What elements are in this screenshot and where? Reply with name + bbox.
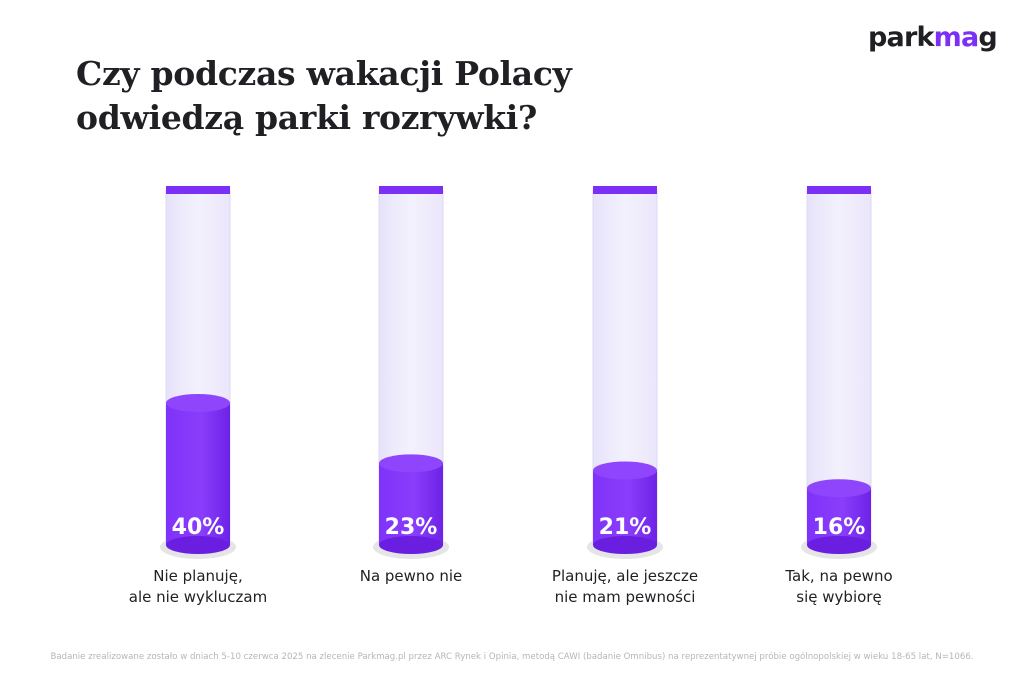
bar-value-label: 40%	[172, 515, 225, 540]
category-label-3: Planuję, ale jeszcze nie mam pewności	[525, 566, 725, 608]
bar-1: 40%	[160, 186, 236, 559]
logo-text-main: park	[868, 22, 934, 53]
category-label-2: Na pewno nie	[311, 566, 511, 587]
bar-fill	[379, 463, 443, 545]
bar-fill	[166, 403, 230, 545]
bar-2: 23%	[373, 186, 449, 559]
bar-cap	[807, 186, 871, 194]
logo-text-end: g	[978, 22, 997, 53]
chart-title: Czy podczas wakacji Polacy odwiedzą park…	[76, 52, 572, 140]
bar-fill-top	[166, 394, 230, 412]
bar-value-label: 23%	[385, 515, 438, 540]
category-label-4: Tak, na pewno się wybiorę	[739, 566, 939, 608]
bar-fill-top	[593, 461, 657, 480]
bar-fill	[593, 470, 657, 545]
bar-fill-top	[807, 479, 871, 498]
category-label-1: Nie planuję, ale nie wykluczam	[98, 566, 298, 608]
bar-3: 21%	[587, 186, 663, 559]
category-label-line: Na pewno nie	[359, 567, 463, 585]
bar-4: 16%	[801, 186, 877, 559]
bar-value-label: 16%	[813, 515, 866, 540]
chart-title-line-2: odwiedzą parki rozrywki?	[76, 98, 538, 137]
bar-cap	[593, 186, 657, 194]
category-label-line: Tak, na pewno	[785, 567, 893, 585]
bar-value-label: 21%	[599, 515, 652, 540]
category-label-line: Planuję, ale jeszcze	[551, 567, 699, 585]
chart-title-line-1: Czy podczas wakacji Polacy	[76, 54, 572, 93]
bar-fill-bottom	[379, 536, 443, 554]
bar-fill-bottom	[593, 536, 657, 554]
category-label-line: się wybiorę	[796, 588, 882, 606]
category-label-line: Nie planuję,	[153, 567, 243, 585]
category-label-line: nie mam pewności	[554, 588, 696, 606]
bar-fill-bottom	[807, 536, 871, 554]
footnote: Badanie zrealizowane zostało w dniach 5-…	[50, 652, 974, 662]
logo-text-accent: ma	[933, 22, 980, 53]
parkmag-logo: parkmag	[868, 22, 998, 53]
bar-cap	[379, 186, 443, 194]
bar-fill	[807, 488, 871, 545]
bar-cap	[166, 186, 230, 194]
bar-fill-top	[379, 454, 443, 473]
category-label-line: ale nie wykluczam	[128, 588, 268, 606]
bar-fill-bottom	[166, 536, 230, 554]
